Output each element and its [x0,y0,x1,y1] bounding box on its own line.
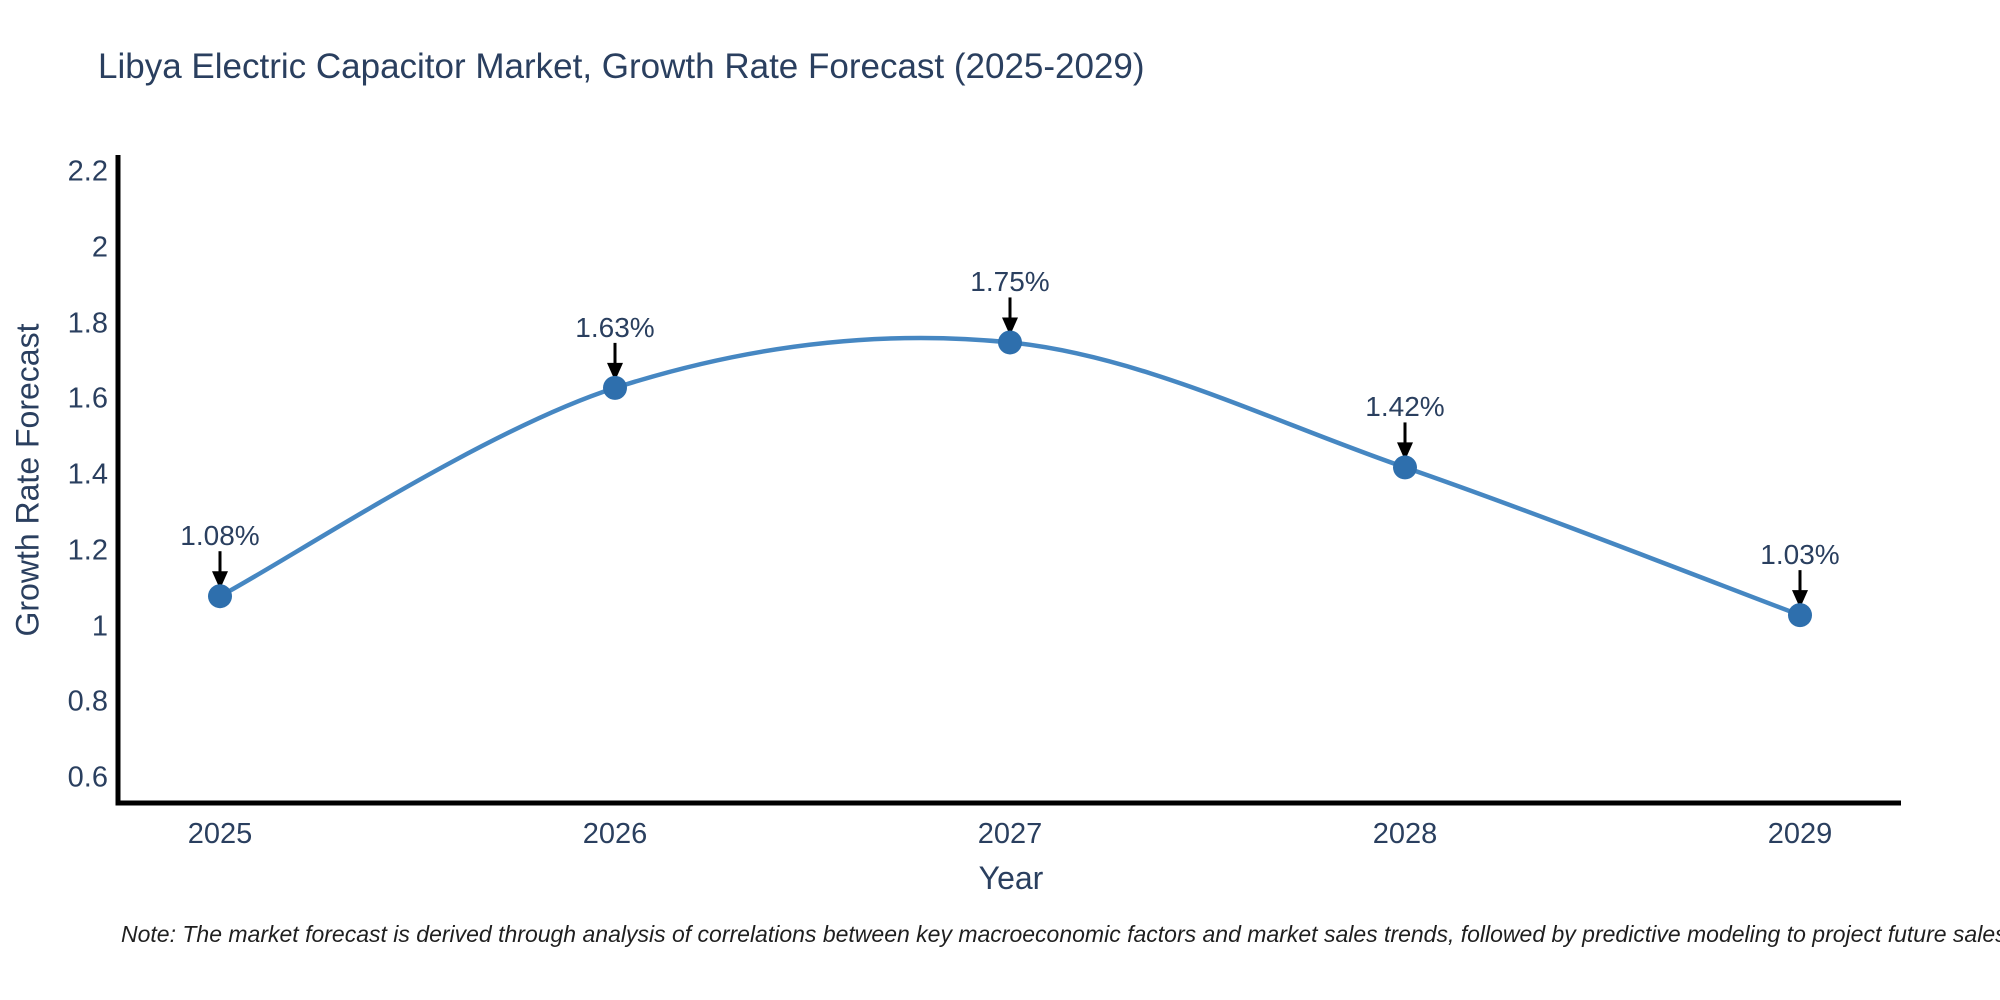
y-tick-label: 1.4 [67,458,108,491]
annotation-arrow-head [1397,442,1413,461]
data-point-marker [208,584,232,609]
x-tick-label: 2029 [1767,818,1833,850]
y-tick-label: 0.6 [67,761,108,794]
y-tick-label: 1.8 [67,307,108,339]
x-axis-title: Year [978,860,1044,896]
y-tick-label: 1 [91,610,108,642]
data-point-marker [1393,455,1417,480]
point-annotation-label: 1.42% [1365,391,1445,423]
point-annotation-label: 1.08% [180,520,260,552]
y-tick-label: 1.6 [67,382,108,415]
x-tick-label: 2026 [582,818,648,850]
y-tick-label: 2 [91,231,108,264]
chart-title: Libya Electric Capacitor Market, Growth … [98,47,1145,86]
point-annotation-label: 1.75% [970,266,1050,298]
x-tick-label: 2027 [977,818,1043,850]
y-tick-label: 2.2 [67,155,108,188]
chart-note: Note: The market forecast is derived thr… [121,921,2000,947]
y-tick-label: 1.2 [67,534,108,567]
annotation-arrow-head [1002,317,1018,336]
point-annotation-label: 1.03% [1760,539,1840,571]
x-tick-label: 2028 [1372,818,1438,850]
point-annotation-label: 1.63% [575,311,655,343]
data-point-marker [603,375,627,400]
annotation-arrow-head [1792,590,1808,609]
y-tick-label: 0.8 [67,685,108,718]
x-tick-label: 2025 [187,818,253,850]
annotation-arrow-head [212,571,228,590]
data-point-marker [1788,603,1812,628]
trend-line [217,335,1803,618]
annotation-arrow-head [607,362,623,381]
data-point-marker [998,330,1022,355]
